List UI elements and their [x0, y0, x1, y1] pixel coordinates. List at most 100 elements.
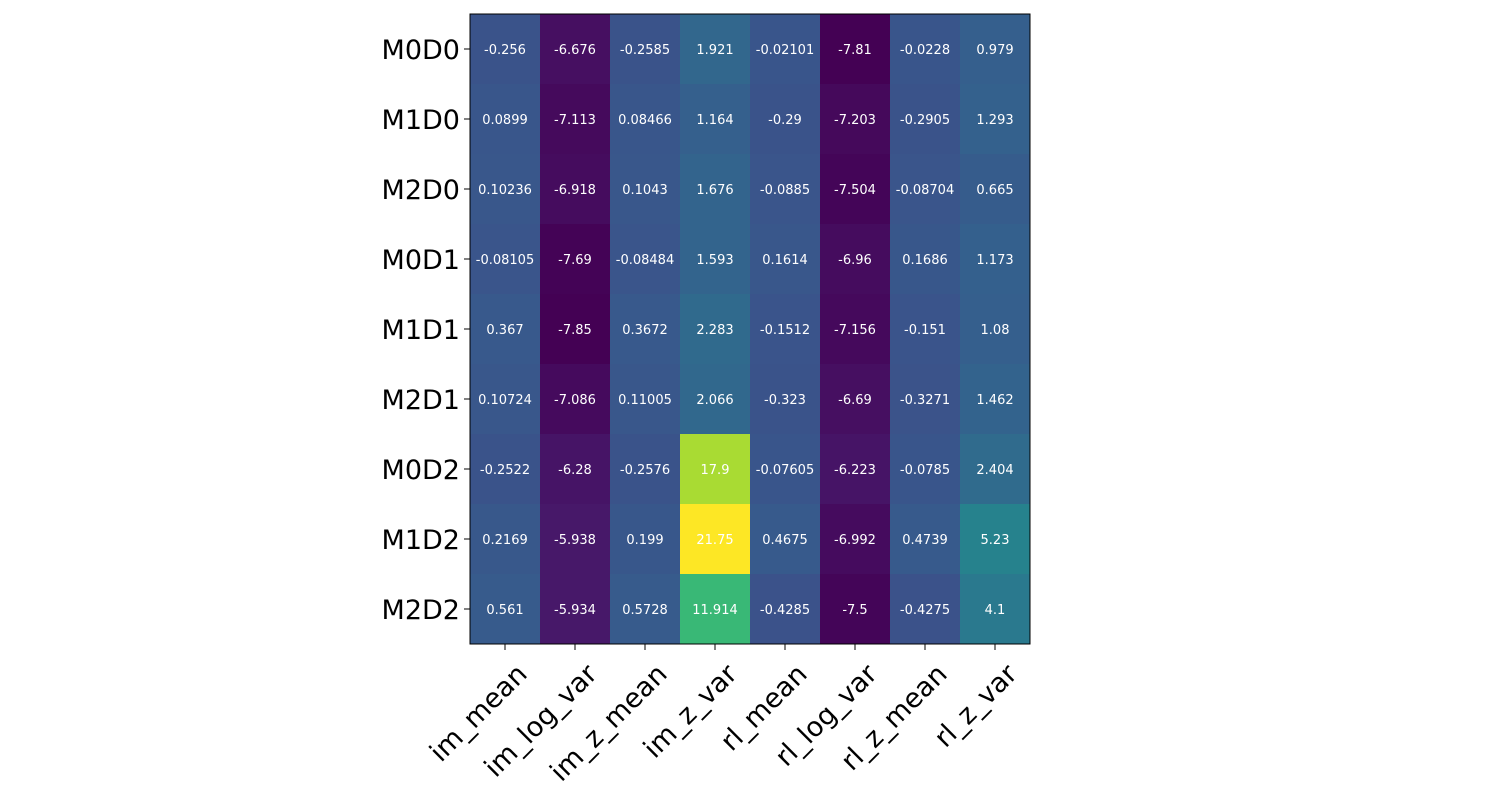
- cell-value-label: 0.1043: [622, 183, 668, 198]
- heatmap-cell-M1D2-rl_mean: [750, 504, 821, 575]
- cell-value-label: 0.10724: [478, 393, 532, 408]
- cell-value-label: -0.323: [764, 393, 806, 408]
- heatmap-cell-M1D2-im_z_mean: [610, 504, 681, 575]
- y-tick-label: M1D1: [382, 315, 460, 346]
- x-axis: im_meanim_log_varim_z_meanim_z_varrl_mea…: [424, 644, 1024, 788]
- heatmap-cell-M2D2-rl_z_mean: [890, 574, 961, 645]
- heatmap-cell-M0D1-rl_z_mean: [890, 224, 961, 295]
- heatmap-cell-M1D2-rl_log_var: [820, 504, 891, 575]
- heatmap-cell-M0D1-im_z_mean: [610, 224, 681, 295]
- cell-value-label: -7.81: [838, 43, 872, 58]
- y-tick-label: M2D2: [382, 595, 460, 626]
- y-tick-label: M1D0: [382, 105, 460, 136]
- cell-value-label: -0.4285: [760, 603, 810, 618]
- y-tick-label: M2D0: [382, 175, 460, 206]
- heatmap-cell-M1D0-rl_log_var: [820, 84, 891, 155]
- cell-value-label: -6.676: [554, 43, 596, 58]
- cell-value-label: 11.914: [692, 603, 738, 618]
- heatmap-cell-M2D1-im_mean: [470, 364, 541, 435]
- heatmap-cell-M0D2-rl_z_mean: [890, 434, 961, 505]
- heatmap-cell-M1D2-im_mean: [470, 504, 541, 575]
- heatmap-cell-M2D1-im_z_var: [680, 364, 751, 435]
- cell-value-label: -0.151: [904, 323, 946, 338]
- cell-value-label: 2.066: [696, 393, 733, 408]
- heatmap-cell-M0D2-im_mean: [470, 434, 541, 505]
- cell-value-label: -0.08704: [896, 183, 954, 198]
- cell-value-label: -6.918: [554, 183, 596, 198]
- heatmap-cell-M2D0-rl_z_mean: [890, 154, 961, 225]
- heatmap-cell-M0D2-im_log_var: [540, 434, 611, 505]
- cell-value-label: -7.156: [834, 323, 876, 338]
- y-tick-label: M0D0: [382, 35, 460, 66]
- cell-value-label: 0.0899: [482, 113, 528, 128]
- cell-value-label: 0.5728: [622, 603, 668, 618]
- heatmap-cell-M2D0-im_mean: [470, 154, 541, 225]
- heatmap-cell-M1D0-im_log_var: [540, 84, 611, 155]
- heatmap-cell-M0D1-im_mean: [470, 224, 541, 295]
- cell-value-label: 0.561: [486, 603, 523, 618]
- cell-value-label: 0.3672: [622, 323, 668, 338]
- heatmap-cell-M1D1-im_z_mean: [610, 294, 681, 365]
- heatmap-cell-M0D1-rl_mean: [750, 224, 821, 295]
- heatmap-cell-M1D0-im_z_var: [680, 84, 751, 155]
- heatmap-cell-M2D1-rl_log_var: [820, 364, 891, 435]
- cell-value-label: -0.08105: [476, 253, 534, 268]
- heatmap-cell-M0D1-rl_log_var: [820, 224, 891, 295]
- cell-value-label: -0.08484: [616, 253, 674, 268]
- cell-value-label: 1.173: [976, 253, 1013, 268]
- cell-value-label: 1.676: [696, 183, 733, 198]
- cell-value-label: 0.08466: [618, 113, 672, 128]
- heatmap-cell-M2D1-rl_mean: [750, 364, 821, 435]
- cell-value-label: -0.0228: [900, 43, 950, 58]
- heatmap-cell-M2D0-rl_z_var: [960, 154, 1031, 225]
- heatmap-cell-M0D2-im_z_var: [680, 434, 751, 505]
- heatmap-cell-M1D2-rl_z_mean: [890, 504, 961, 575]
- cell-value-label: 0.11005: [618, 393, 672, 408]
- cell-value-label: -5.934: [554, 603, 596, 618]
- heatmap-cell-M2D0-im_z_var: [680, 154, 751, 225]
- heatmap-cell-M2D2-im_z_mean: [610, 574, 681, 645]
- heatmap-cell-M2D0-rl_log_var: [820, 154, 891, 225]
- heatmap-cell-M2D0-im_z_mean: [610, 154, 681, 225]
- heatmap-cell-M2D1-rl_z_mean: [890, 364, 961, 435]
- heatmap-cell-M0D2-rl_mean: [750, 434, 821, 505]
- heatmap-cell-M1D0-im_mean: [470, 84, 541, 155]
- heatmap-cell-M0D0-rl_mean: [750, 14, 821, 85]
- cell-value-label: -0.1512: [760, 323, 810, 338]
- cell-value-label: 2.283: [696, 323, 733, 338]
- heatmap-cell-M1D2-rl_z_var: [960, 504, 1031, 575]
- cell-value-label: -0.07605: [756, 463, 814, 478]
- heatmap-cell-M1D0-rl_mean: [750, 84, 821, 155]
- y-tick-label: M1D2: [382, 525, 460, 556]
- cell-value-label: -7.086: [554, 393, 596, 408]
- cell-value-label: 0.1614: [762, 253, 808, 268]
- cell-value-label: 5.23: [981, 533, 1010, 548]
- cell-value-label: 0.979: [976, 43, 1013, 58]
- heatmap-cell-M1D2-im_log_var: [540, 504, 611, 575]
- y-tick-label: M0D2: [382, 455, 460, 486]
- heatmap-cell-M2D2-im_log_var: [540, 574, 611, 645]
- cell-value-label: 0.2169: [482, 533, 528, 548]
- cell-value-label: 2.404: [976, 463, 1013, 478]
- cell-value-label: 0.4739: [902, 533, 948, 548]
- heatmap-cell-M1D0-im_z_mean: [610, 84, 681, 155]
- cell-value-label: -0.3271: [900, 393, 950, 408]
- cell-value-label: -0.256: [484, 43, 526, 58]
- heatmap-cell-M1D1-rl_mean: [750, 294, 821, 365]
- cell-value-label: 0.665: [976, 183, 1013, 198]
- y-tick-label: M2D1: [382, 385, 460, 416]
- heatmap-cell-M0D0-im_mean: [470, 14, 541, 85]
- cell-value-label: 0.199: [626, 533, 663, 548]
- heatmap-cell-M2D0-im_log_var: [540, 154, 611, 225]
- cell-value-label: -6.96: [838, 253, 872, 268]
- cell-value-label: 1.293: [976, 113, 1013, 128]
- cell-value-label: 0.1686: [902, 253, 948, 268]
- cell-value-label: -0.2576: [620, 463, 670, 478]
- cell-value-label: 21.75: [696, 533, 733, 548]
- heatmap-cell-M1D1-im_log_var: [540, 294, 611, 365]
- heatmap-cell-M0D2-rl_log_var: [820, 434, 891, 505]
- cell-value-label: -7.203: [834, 113, 876, 128]
- heatmap-cell-M2D2-rl_z_var: [960, 574, 1031, 645]
- cell-value-label: -0.02101: [756, 43, 814, 58]
